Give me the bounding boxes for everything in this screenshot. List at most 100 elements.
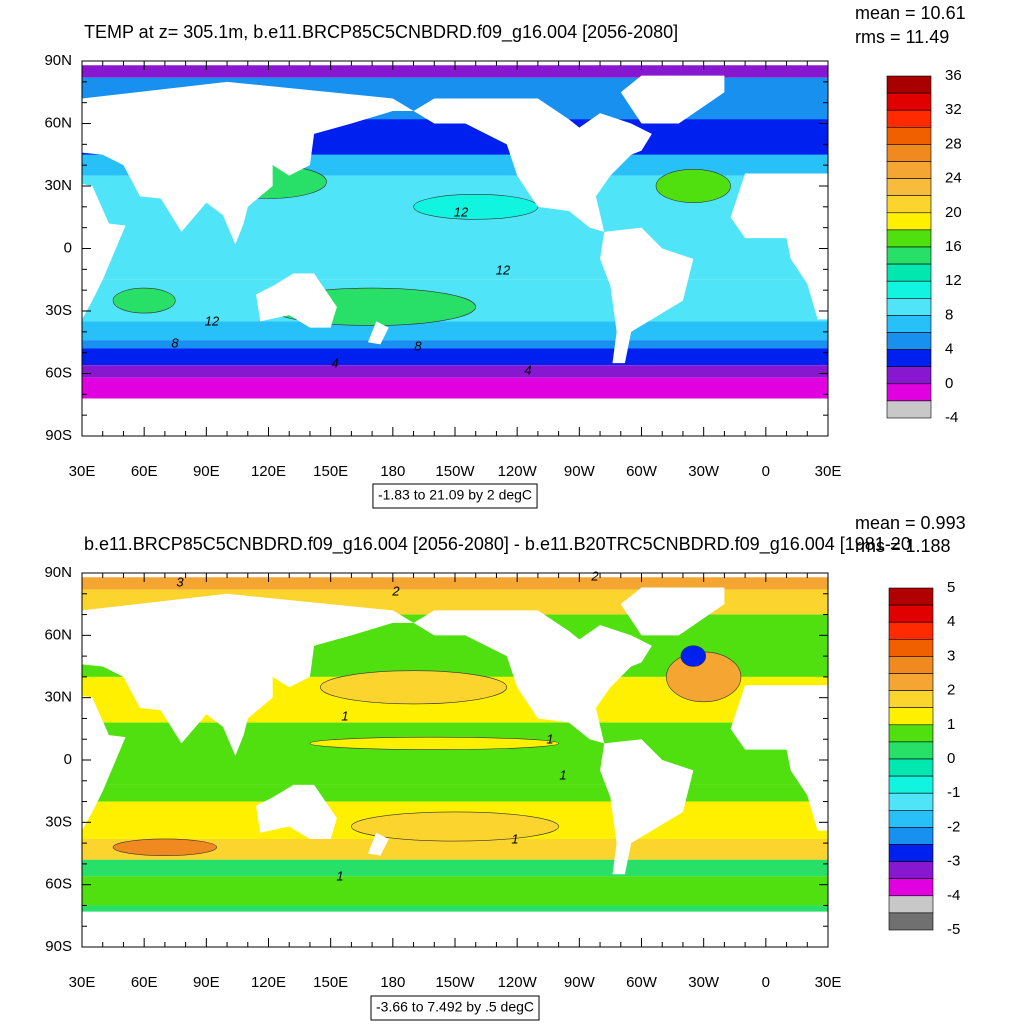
- colorbar-box: [886, 229, 932, 248]
- lon-label: 90W: [564, 974, 596, 991]
- colorbar-label: 4: [947, 613, 955, 630]
- colorbar-box: [886, 161, 932, 179]
- colorbar-label: 20: [945, 204, 962, 221]
- lat-label: 60N: [44, 626, 72, 643]
- colorbar-label: -4: [945, 409, 958, 426]
- colorbar-box: [888, 895, 934, 914]
- land: [82, 593, 414, 756]
- lon-label: 30E: [815, 463, 842, 480]
- colorbar-box: [886, 92, 932, 111]
- ocean-feature: [413, 194, 539, 220]
- colorbar-box: [886, 263, 932, 282]
- land: [600, 227, 694, 364]
- land: [82, 183, 126, 320]
- land: [730, 685, 828, 831]
- info-box: [370, 995, 540, 1021]
- ocean-feature: [320, 670, 508, 705]
- lon-label: 60E: [131, 974, 158, 991]
- ocean-band: [82, 784, 828, 802]
- colorbar-box: [886, 400, 932, 419]
- ocean-feature: [351, 811, 559, 842]
- contour-label: 3: [176, 574, 184, 589]
- colorbar-label: 0: [947, 750, 955, 767]
- ocean-feature: [112, 838, 217, 856]
- lat-label: 90N: [44, 52, 72, 69]
- lon-label: 60W: [626, 974, 658, 991]
- lon-label: 0: [762, 974, 770, 991]
- colorbar-box: [886, 144, 932, 162]
- ocean-band: [82, 340, 828, 349]
- colorbar-box: [888, 758, 934, 777]
- colorbar-label: 36: [945, 67, 962, 84]
- rms-label: rms = 11.49: [855, 27, 949, 47]
- colorbar-box: [888, 861, 934, 879]
- ocean-band: [82, 722, 828, 785]
- lat-label: 60S: [45, 876, 72, 893]
- land: [256, 273, 337, 328]
- colorbar-box: [888, 638, 934, 657]
- land: [600, 739, 694, 875]
- ocean-band: [82, 876, 828, 906]
- colorbar-box: [886, 280, 932, 299]
- lon-label: 150W: [435, 463, 475, 480]
- contour-label: 8: [171, 335, 179, 350]
- colorbar-box: [886, 195, 932, 214]
- colorbar-label: 1: [947, 716, 955, 733]
- lat-label: 30N: [44, 177, 72, 194]
- lon-label: 120W: [498, 974, 538, 991]
- land: [620, 75, 725, 124]
- lon-label: 30E: [69, 463, 96, 480]
- lon-label: 90W: [564, 463, 596, 480]
- land: [367, 832, 389, 856]
- lon-label: 120E: [251, 463, 286, 480]
- lat-label: 0: [64, 239, 72, 256]
- lat-label: 30S: [45, 302, 72, 319]
- colorbar-box: [888, 673, 934, 691]
- lon-label: 30E: [815, 974, 842, 991]
- contour-label: 1: [546, 731, 553, 746]
- contour-label: 1: [559, 767, 566, 782]
- lon-label: 30W: [688, 974, 720, 991]
- panel-title: TEMP at z= 305.1m, b.e11.BRCP85C5CNBDRD.…: [84, 22, 678, 43]
- lon-label: 0: [762, 463, 770, 480]
- land: [82, 81, 414, 245]
- contour-label: 1: [511, 831, 518, 846]
- lat-label: 60N: [44, 114, 72, 131]
- ocean-feature: [680, 645, 707, 667]
- lon-label: 180: [380, 463, 405, 480]
- ocean-feature: [112, 287, 176, 314]
- colorbar-label: 8: [945, 306, 953, 323]
- colorbar-box: [886, 297, 932, 316]
- colorbar-label: -1: [947, 784, 960, 801]
- colorbar-box: [886, 178, 932, 197]
- colorbar-box: [888, 809, 934, 828]
- contour-label: 1: [341, 708, 348, 723]
- lat-label: 0: [64, 751, 72, 768]
- colorbar-box: [888, 912, 934, 931]
- contour-label: 12: [205, 313, 220, 328]
- info-label: -3.66 to 7.492 by .5 degC: [376, 999, 534, 1015]
- ocean-band: [82, 838, 828, 860]
- colorbar-box: [888, 621, 934, 640]
- colorbar-box: [886, 75, 932, 94]
- colorbar-label: 0: [945, 375, 953, 392]
- colorbar-box: [888, 724, 934, 743]
- land: [413, 98, 652, 232]
- lon-label: 30E: [69, 974, 96, 991]
- colorbar-box: [888, 878, 934, 897]
- contour-label: 2: [590, 568, 599, 583]
- lat-label: 90S: [45, 938, 72, 955]
- info-label: -1.83 to 21.09 by 2 degC: [378, 487, 532, 503]
- contour-label: 2: [391, 583, 400, 598]
- ocean-band: [82, 365, 828, 378]
- mean-label: mean = 10.61: [855, 3, 966, 23]
- colorbar-box: [886, 127, 932, 145]
- colorbar-box: [886, 349, 932, 368]
- colorbar-box: [888, 604, 934, 623]
- lon-label: 180: [380, 974, 405, 991]
- contour-label: 4: [331, 355, 338, 370]
- map: [82, 61, 828, 436]
- colorbar-box: [888, 775, 934, 794]
- lat-label: 60S: [45, 364, 72, 381]
